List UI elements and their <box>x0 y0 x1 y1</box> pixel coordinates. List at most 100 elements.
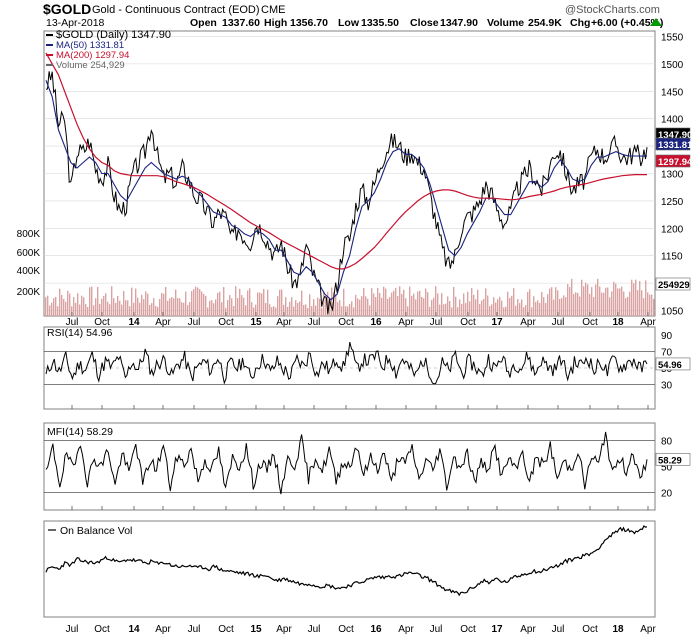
volume-bar <box>503 307 505 316</box>
volume-bar <box>639 280 641 316</box>
volume-bar <box>289 301 291 316</box>
volume-bar <box>501 300 503 316</box>
chg-value: +6.00 (+0.45%) <box>591 17 663 29</box>
volume-bar <box>519 303 521 316</box>
volume-bar <box>77 293 79 316</box>
volume-bar <box>481 300 483 316</box>
x-tick-label-bottom: Oct <box>582 624 598 635</box>
volume-bar <box>441 293 443 316</box>
volume-bar <box>149 305 151 316</box>
mfi-value-tag: 58.29 <box>658 455 682 466</box>
x-tick-label-bottom: Oct <box>460 624 476 635</box>
volume-bar <box>219 291 221 316</box>
volume-label: Volume <box>487 17 524 29</box>
volume-bar <box>379 293 381 316</box>
volume-bar <box>573 293 575 316</box>
obv-panel: On Balance Vol <box>43 520 656 618</box>
obv-frame <box>43 520 656 618</box>
volume-bar <box>437 293 439 316</box>
x-tick-label-top: Apr <box>398 317 414 328</box>
volume-bar <box>591 287 593 316</box>
volume-bar <box>511 295 513 316</box>
volume-bar <box>227 300 229 316</box>
volume-bar <box>477 289 479 316</box>
volume-bar <box>193 289 195 316</box>
x-tick-label-bottom: 15 <box>250 624 262 635</box>
mfi-tick-label: 20 <box>661 489 673 500</box>
volume-bar <box>543 297 545 316</box>
volume-bar <box>123 290 125 316</box>
volume-bar <box>497 299 499 316</box>
watermark: @StockCharts.com <box>565 4 660 16</box>
volume-bar <box>397 296 399 316</box>
volume-bar <box>63 298 65 316</box>
volume-bar <box>161 293 163 316</box>
volume-tick-label: 400K <box>17 266 41 277</box>
volume-bar <box>247 290 249 316</box>
volume-bar <box>385 288 387 316</box>
volume-bar <box>401 294 403 316</box>
low-value: 1335.50 <box>361 17 399 29</box>
volume-bar <box>111 286 113 316</box>
volume-bar <box>601 292 603 316</box>
x-tick-label-top: 15 <box>250 317 262 328</box>
mfi-tick-label: 50 <box>661 463 673 474</box>
x-tick-label-bottom: Jul <box>308 624 321 635</box>
ma200-series-line <box>45 52 647 270</box>
volume-bar <box>465 302 467 316</box>
volume-bar <box>337 302 339 316</box>
volume-bar <box>327 291 329 316</box>
volume-bar <box>197 287 199 316</box>
mfi-value-tag-bg <box>655 452 691 466</box>
volume-bar <box>321 307 323 316</box>
volume-bar <box>75 302 77 316</box>
volume-bar <box>71 306 73 316</box>
volume-bar <box>575 292 577 316</box>
volume-bar <box>463 293 465 316</box>
volume-bar <box>187 305 189 316</box>
x-tick-label-bottom: Jul <box>66 624 79 635</box>
volume-bar <box>95 298 97 316</box>
volume-bar <box>231 298 233 316</box>
volume-bar <box>635 279 637 316</box>
volume-bar <box>99 303 101 316</box>
volume-bar <box>353 307 355 316</box>
volume-bar <box>641 290 643 316</box>
low-label: Low <box>338 17 360 29</box>
volume-bar <box>413 293 415 316</box>
volume-bar <box>221 302 223 316</box>
volume-bar <box>651 294 653 316</box>
volume-bar <box>299 301 301 316</box>
volume-bar <box>471 288 473 316</box>
volume-bar <box>457 307 459 316</box>
volume-bar <box>293 306 295 316</box>
mfi-legend: MFI(14) 58.29 <box>47 426 113 438</box>
volume-bar <box>539 302 541 316</box>
x-tick-label-bottom: Apr <box>155 624 171 635</box>
volume-bar <box>241 295 243 316</box>
price-tick-label: 1200 <box>661 224 684 235</box>
volume-bar <box>647 292 649 316</box>
volume-bar <box>89 287 91 316</box>
volume-bar <box>201 291 203 316</box>
volume-bar <box>105 293 107 316</box>
close-label: Close <box>410 17 439 29</box>
volume-bar <box>493 297 495 316</box>
x-tick-label-bottom: 14 <box>128 624 140 635</box>
volume-bar <box>429 306 431 316</box>
volume-bar <box>459 299 461 316</box>
volume-bars <box>45 278 655 316</box>
volume-bar <box>151 303 153 316</box>
rsi-legend: RSI(14) 54.96 <box>47 327 113 339</box>
volume-bar <box>55 296 57 316</box>
volume-bar <box>91 286 93 316</box>
volume-bar <box>381 297 383 316</box>
rsi-series-line <box>45 341 648 385</box>
volume-bar <box>577 292 579 316</box>
price-tick-label: 1450 <box>661 87 684 98</box>
volume-bar <box>87 306 89 316</box>
volume-bar <box>255 304 257 316</box>
volume-bar <box>249 288 251 316</box>
volume-bar <box>407 306 409 316</box>
